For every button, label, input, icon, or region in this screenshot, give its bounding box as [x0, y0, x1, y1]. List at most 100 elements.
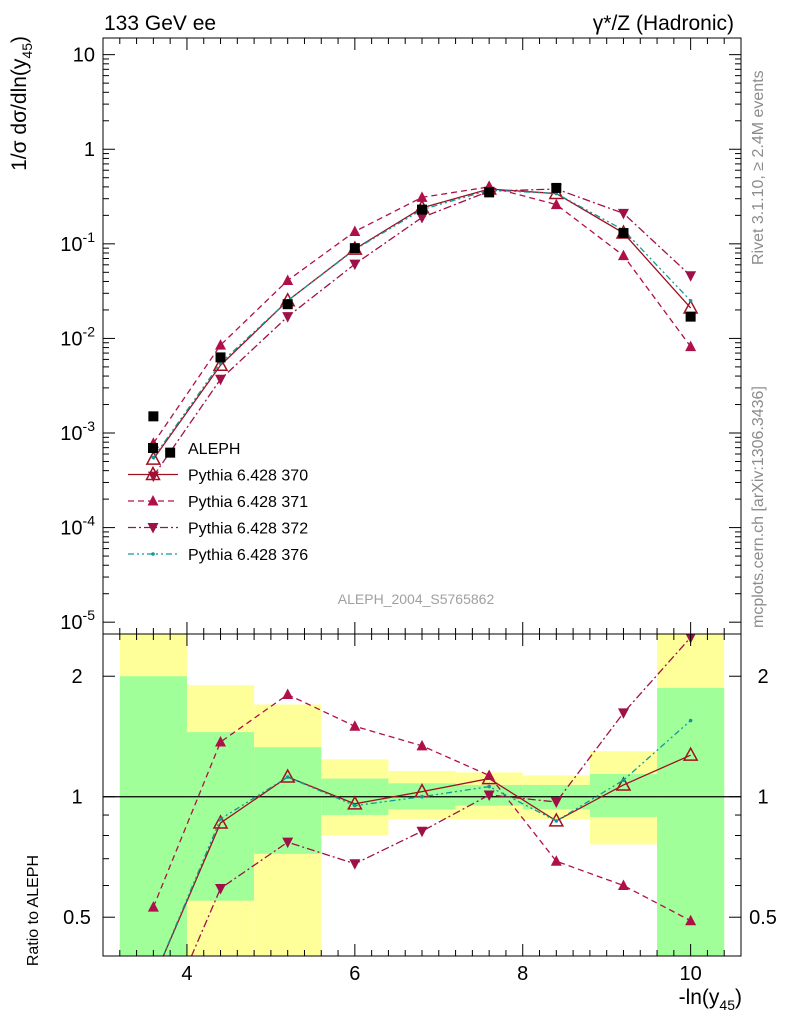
x-tick-label: 4 [181, 963, 192, 985]
ratio-point-series-2 [617, 879, 629, 891]
ratio-y-tick-label: 1 [71, 787, 82, 809]
main-line-series-1 [152, 188, 692, 460]
x-tick-label: 10 [680, 963, 702, 985]
x-tick-label: 8 [517, 963, 528, 985]
legend-label: Pythia 6.428 376 [188, 547, 308, 564]
ratio-point-series-3 [282, 837, 294, 849]
ratio-point-series-2 [147, 901, 159, 912]
main-point-series-2 [685, 340, 697, 352]
aleph-data-point [484, 187, 495, 198]
ratio-point-series-3 [215, 883, 227, 895]
main-point-series-1 [212, 356, 229, 372]
aleph-data-point [215, 352, 226, 363]
legend-marker-3 [147, 523, 159, 534]
ratio-point-series-3 [483, 790, 495, 801]
main-point-series-3 [215, 374, 227, 386]
ratio-series-layer [147, 634, 699, 956]
header-left: 133 GeV ee [104, 12, 216, 35]
header-right: γ*/Z (Hadronic) [593, 12, 734, 35]
aleph-data-point [148, 411, 159, 422]
main-point-series-2 [349, 225, 361, 237]
main-y-tick-label: 10-5 [60, 607, 95, 634]
aleph-data-point [349, 243, 360, 254]
green-band [254, 747, 322, 854]
ratio-point-series-2 [550, 855, 562, 866]
ratio-point-series-4 [218, 817, 223, 821]
ratio-point-series-1 [212, 814, 229, 829]
aleph-data-point [282, 299, 293, 310]
legend-label: Pythia 6.428 372 [188, 521, 308, 538]
main-point-series-3 [282, 312, 294, 323]
ratio-point-series-1 [347, 795, 363, 810]
ratio-line-series-4 [162, 720, 692, 956]
ratio-point-series-4 [285, 775, 290, 779]
legend-label: Pythia 6.428 370 [188, 468, 308, 485]
legend-label: ALEPH [188, 441, 240, 458]
ratio-y-tick-label-right: 2 [757, 666, 768, 688]
main-y-tick-label: 10-3 [60, 418, 95, 445]
ratio-y-axis-title: Ratio to ALEPH [25, 855, 42, 966]
legend-marker-aleph [148, 443, 158, 453]
ratio-point-series-4 [621, 778, 626, 782]
main-line-series-4 [152, 189, 692, 458]
main-point-series-2 [282, 274, 294, 285]
ratio-line-series-1 [162, 754, 691, 956]
ratio-point-series-1 [682, 746, 699, 761]
main-y-tick-label: 1 [84, 139, 95, 161]
main-line-series-3 [152, 188, 692, 477]
main-point-series-3 [349, 259, 361, 271]
ratio-point-series-2 [349, 720, 361, 731]
main-y-tick-label: 10 [73, 45, 95, 67]
ratio-point-series-2 [685, 914, 697, 926]
legend-marker-1 [145, 465, 161, 481]
ratio-point-series-4 [688, 718, 693, 723]
ratio-series-clip [147, 634, 699, 956]
rivet-label: Rivet 3.1.10, ≥ 2.4M events [750, 70, 767, 265]
ratio-point-series-1 [279, 768, 296, 783]
aleph-data-point [417, 204, 427, 215]
ratio-point-series-3 [349, 859, 361, 870]
x-axis-title: -ln(y45) [679, 986, 742, 1013]
ratio-point-series-3 [617, 708, 629, 719]
main-point-series-3 [685, 271, 697, 282]
main-axes: 10 1 10-1 10-2 10-3 10-4 10-5 [60, 37, 742, 635]
aleph-data-point [618, 228, 629, 239]
ratio-uncertainty-bands [103, 634, 741, 956]
main-point-series-4 [688, 298, 693, 303]
legend-marker-2 [147, 495, 159, 506]
ratio-axes: 0.5 0.5 1 1 2 2 4 6 8 10 [63, 633, 777, 985]
ratio-point-series-3 [416, 826, 428, 838]
main-point-series-2 [416, 191, 428, 202]
green-band [657, 687, 725, 956]
main-point-series-4 [151, 455, 156, 460]
ratio-y-tick-label: 0.5 [63, 907, 91, 929]
main-point-series-2 [617, 249, 629, 261]
x-tick-label: 6 [349, 963, 360, 985]
ratio-point-series-2 [416, 739, 428, 751]
green-band [119, 676, 187, 956]
ratio-point-series-4 [554, 819, 559, 823]
main-y-tick-label: 10-4 [60, 513, 95, 540]
legend: ALEPH Pythia 6.428 370 Pythia 6.428 371 Pyt… [128, 441, 308, 564]
ratio-point-series-3 [550, 797, 562, 809]
ratio-point-series-4 [353, 803, 357, 808]
main-frame [102, 37, 742, 635]
ratio-y-tick-label-right: 1 [757, 787, 768, 809]
ratio-y-tick-label: 2 [71, 666, 82, 688]
main-y-tick-label: 10-2 [60, 323, 95, 350]
main-point-series-3 [416, 212, 428, 224]
main-y-tick-label: 10-1 [60, 229, 95, 256]
main-point-series-1 [145, 450, 162, 465]
main-point-series-2 [550, 198, 562, 210]
main-series-layer [145, 180, 699, 483]
mcplots-label: mcplots.cern.ch [arXiv:1306.3436] [750, 386, 767, 628]
main-point-series-2 [215, 339, 227, 350]
aleph-data-point [685, 311, 696, 322]
ratio-point-series-1 [615, 776, 632, 791]
main-y-axis-title: 1/σ dσ/dln(y45) [8, 36, 35, 171]
aleph-data-point [551, 182, 562, 193]
aleph-data-point [165, 447, 176, 458]
ratio-y-tick-label-right: 0.5 [749, 907, 777, 929]
ratio-point-series-2 [483, 769, 495, 780]
